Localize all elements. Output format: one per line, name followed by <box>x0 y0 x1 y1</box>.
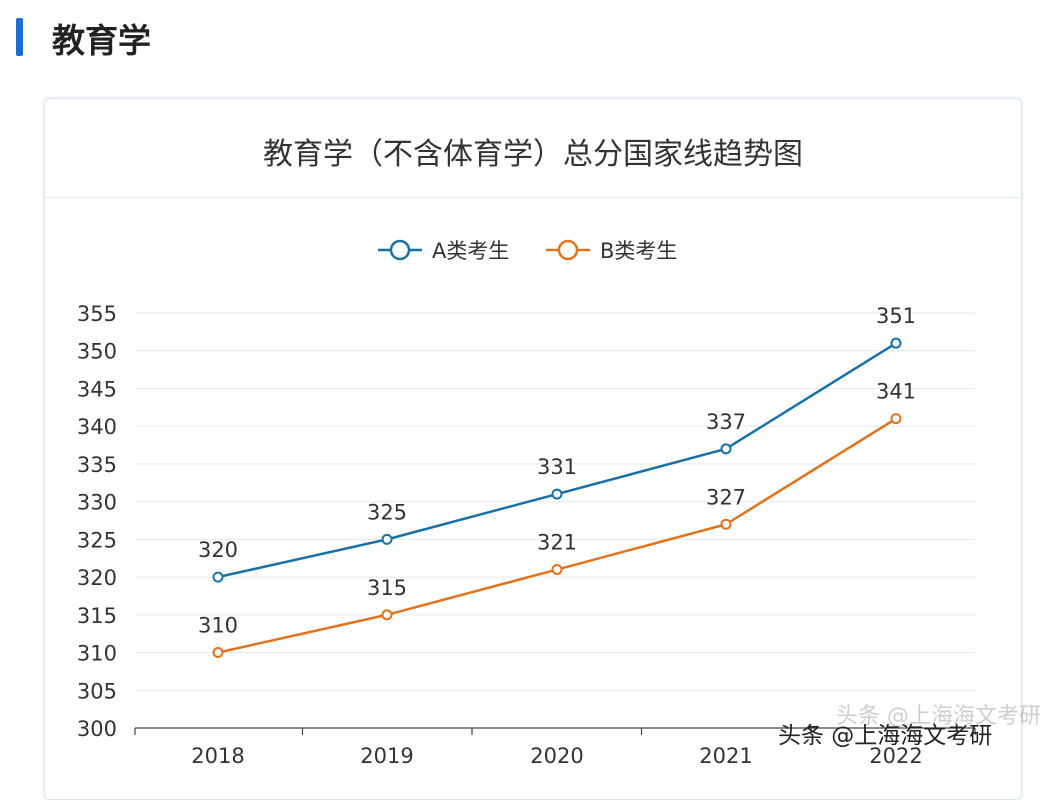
watermark-text: 头条 @上海海文考研 <box>778 723 993 749</box>
data-label: 320 <box>198 538 238 562</box>
data-point <box>720 443 732 455</box>
chart-title: 教育学（不含体育学）总分国家线趋势图 <box>263 137 803 172</box>
data-point <box>890 337 902 349</box>
data-point <box>212 647 224 659</box>
x-tick-label: 2018 <box>191 744 244 768</box>
data-point <box>551 488 563 500</box>
x-tick-label: 2020 <box>530 744 583 768</box>
legend-marker <box>389 239 411 261</box>
y-tick-label: 350 <box>77 340 117 364</box>
chart-card-header: 教育学（不含体育学）总分国家线趋势图 <box>45 99 1021 198</box>
line-chart: 300 305 310 315 320 325 330 335 340 345 350 355 2018… <box>77 239 976 768</box>
data-label: 331 <box>537 455 577 479</box>
data-label: 351 <box>876 304 916 328</box>
y-tick-label: 305 <box>77 679 117 703</box>
section-accent-bar <box>16 18 23 56</box>
legend-label: B类考生 <box>600 239 677 263</box>
x-tick-label: 2021 <box>699 744 752 768</box>
watermark-ghost: 头条 @上海海文考研 <box>836 704 1041 729</box>
data-point <box>551 564 563 576</box>
y-tick-label: 315 <box>77 604 117 628</box>
data-label: 325 <box>367 500 407 524</box>
data-label: 321 <box>537 531 577 555</box>
chart-card: 教育学（不含体育学）总分国家线趋势图 <box>44 98 1022 800</box>
y-tick-label: 310 <box>77 642 117 666</box>
y-tick-label: 335 <box>77 453 117 477</box>
y-tick-label: 355 <box>77 302 117 326</box>
data-point <box>212 571 224 583</box>
data-label: 310 <box>198 614 238 638</box>
data-point <box>381 609 393 621</box>
section-title: 教育学 <box>52 21 151 60</box>
y-tick-label: 340 <box>77 415 117 439</box>
data-label: 337 <box>706 410 746 434</box>
data-label: 327 <box>706 485 746 509</box>
data-point <box>381 533 393 545</box>
x-tick-label: 2019 <box>360 744 413 768</box>
legend-label: A类考生 <box>432 239 509 263</box>
y-tick-label: 300 <box>77 717 117 741</box>
y-tick-label: 325 <box>77 528 117 552</box>
watermark: 头条 @上海海文考研 <box>778 716 992 750</box>
y-tick-label: 320 <box>77 566 117 590</box>
data-label: 315 <box>367 576 407 600</box>
data-point <box>890 413 902 425</box>
x-tick-label: 2022 <box>869 744 922 768</box>
y-tick-label: 345 <box>77 377 117 401</box>
legend-marker <box>557 239 579 261</box>
data-label: 341 <box>876 380 916 404</box>
data-point <box>720 518 732 530</box>
y-tick-label: 330 <box>77 491 117 515</box>
